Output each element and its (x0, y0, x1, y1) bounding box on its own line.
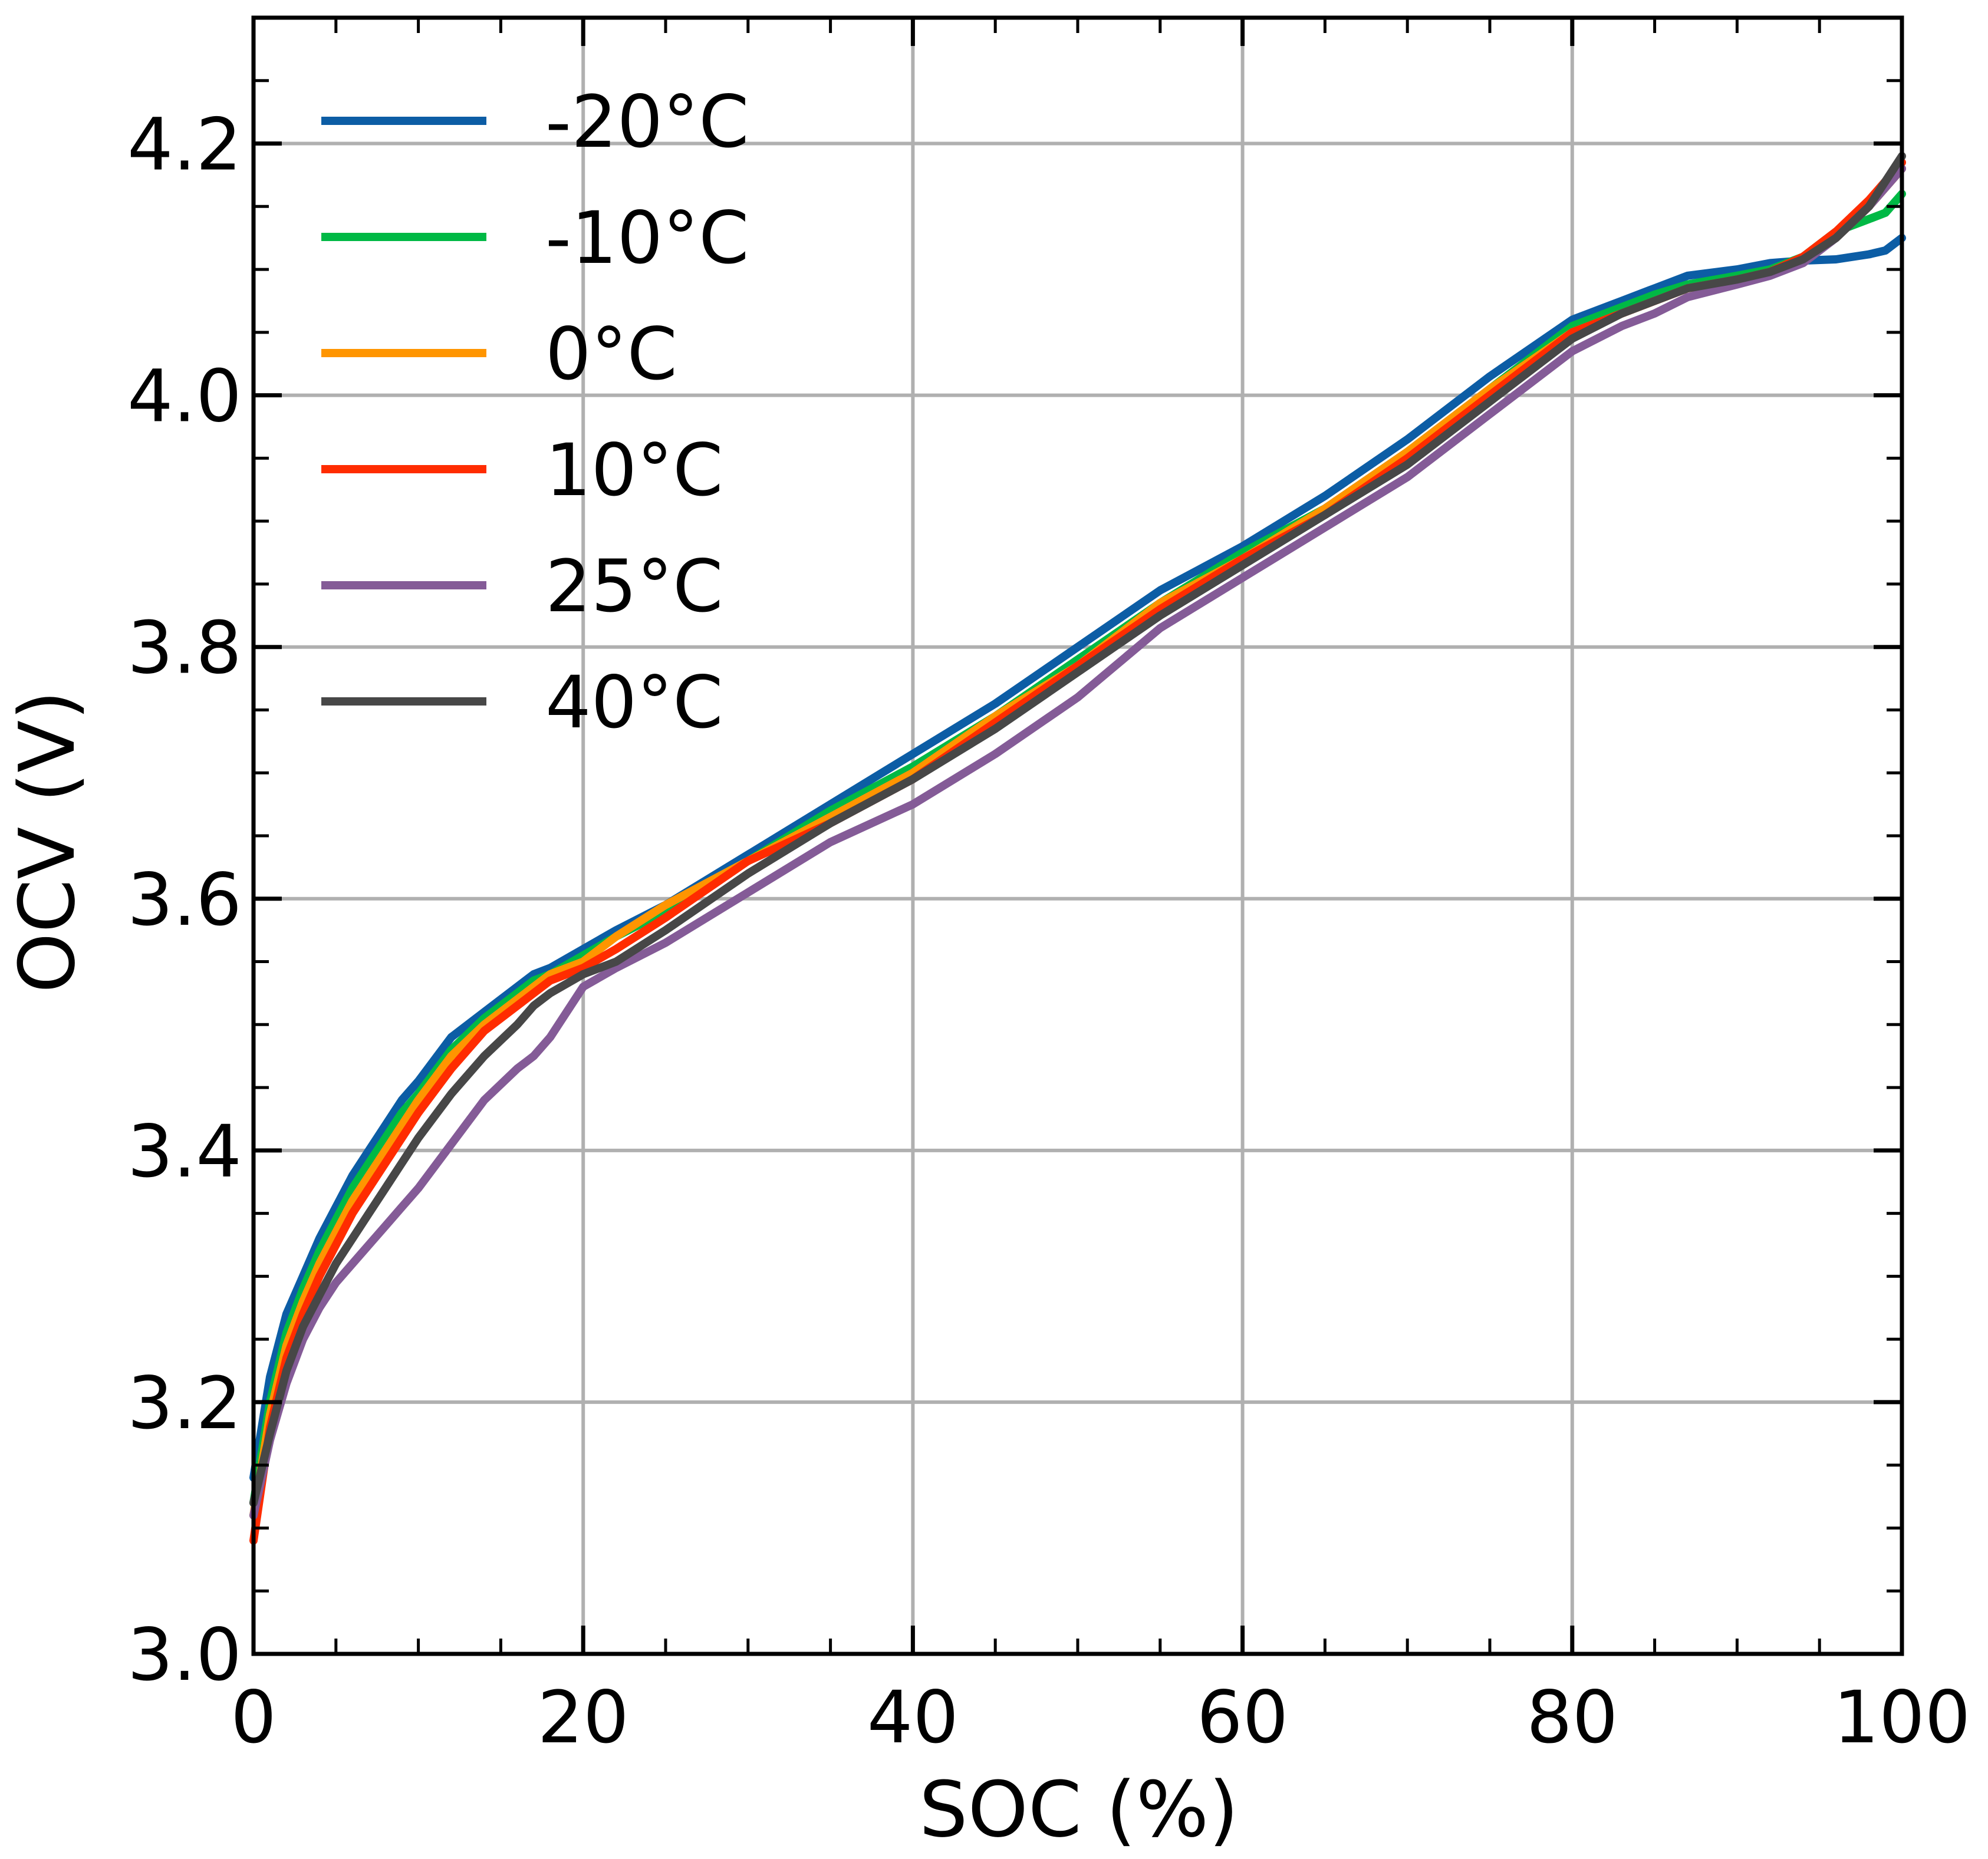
x-tick-label: 100 (1834, 1676, 1971, 1759)
legend-label: 40°C (545, 661, 723, 744)
y-tick-label: 3.4 (127, 1110, 242, 1194)
series-line-40C (249, 151, 1906, 1507)
legend-label: 0°C (545, 312, 677, 396)
x-tick-label: 20 (538, 1676, 629, 1759)
x-axis-title: SOC (%) (919, 1765, 1239, 1854)
y-axis-title: OCV (V) (2, 690, 92, 993)
y-tick-label: 3.0 (127, 1613, 242, 1697)
series-line-minus10C (249, 190, 1906, 1507)
y-tick-label: 3.8 (127, 607, 242, 690)
legend-label: 25°C (545, 545, 723, 628)
y-tick-label: 4.0 (127, 355, 242, 439)
series-line-minus20C (249, 233, 1906, 1482)
series-line-25C (249, 164, 1906, 1520)
x-tick-label: 80 (1526, 1676, 1618, 1759)
tick-labels: 0 20 40 60 80 100 3.0 3.2 3.4 3.6 3.8 4.0 4.2 (127, 103, 1970, 1759)
y-tick-label: 3.6 (127, 858, 242, 942)
legend-label: -10°C (545, 196, 749, 280)
plot-border (251, 15, 1904, 1656)
x-tick-label: 40 (867, 1676, 959, 1759)
x-tick-label: 0 (231, 1676, 277, 1759)
series-lines (249, 151, 1906, 1545)
series-line-0C (249, 164, 1906, 1520)
legend-label: -20°C (545, 80, 749, 164)
y-tick-label: 4.2 (127, 103, 242, 187)
plot-frame (251, 15, 1904, 1656)
axis-ticks (251, 16, 1904, 1656)
series-line-10C (249, 158, 1906, 1545)
x-tick-label: 60 (1197, 1676, 1288, 1759)
legend: -20°C -10°C 0°C 10°C 25°C 40°C (321, 80, 749, 744)
legend-label: 10°C (545, 429, 723, 512)
y-tick-label: 3.2 (127, 1362, 242, 1445)
grid-lines (254, 18, 1902, 1654)
